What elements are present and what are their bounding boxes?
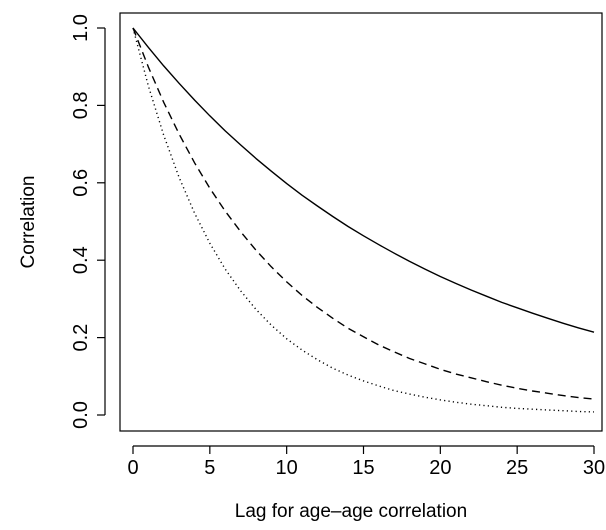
series-line-solid xyxy=(132,27,595,333)
series-line-dotted xyxy=(132,27,595,413)
y-axis: 0.0 0.2 0.4 0.6 0.8 1.0 xyxy=(70,14,106,429)
x-tick-label: 25 xyxy=(506,457,528,479)
y-tick-label: 0.6 xyxy=(70,169,92,197)
x-tick-label: 5 xyxy=(204,457,215,479)
y-tick-label: 0.0 xyxy=(70,401,92,429)
y-axis-label: Correlation xyxy=(18,176,39,269)
y-tick-label: 0.2 xyxy=(70,324,92,352)
plot-frame xyxy=(119,12,603,432)
series-line-dashed xyxy=(132,27,595,400)
x-tick-label: 0 xyxy=(127,457,138,479)
y-tick-label: 0.4 xyxy=(70,246,92,274)
x-axis: 0 5 10 15 20 25 30 xyxy=(127,445,605,479)
x-tick-label: 10 xyxy=(276,457,298,479)
x-tick-label: 30 xyxy=(583,457,605,479)
x-axis-label: Lag for age–age correlation xyxy=(235,501,467,522)
y-tick-label: 0.8 xyxy=(70,91,92,119)
series-layer xyxy=(132,27,595,413)
x-tick-label: 20 xyxy=(429,457,451,479)
x-tick-label: 15 xyxy=(352,457,374,479)
y-tick-label: 1.0 xyxy=(70,14,92,42)
